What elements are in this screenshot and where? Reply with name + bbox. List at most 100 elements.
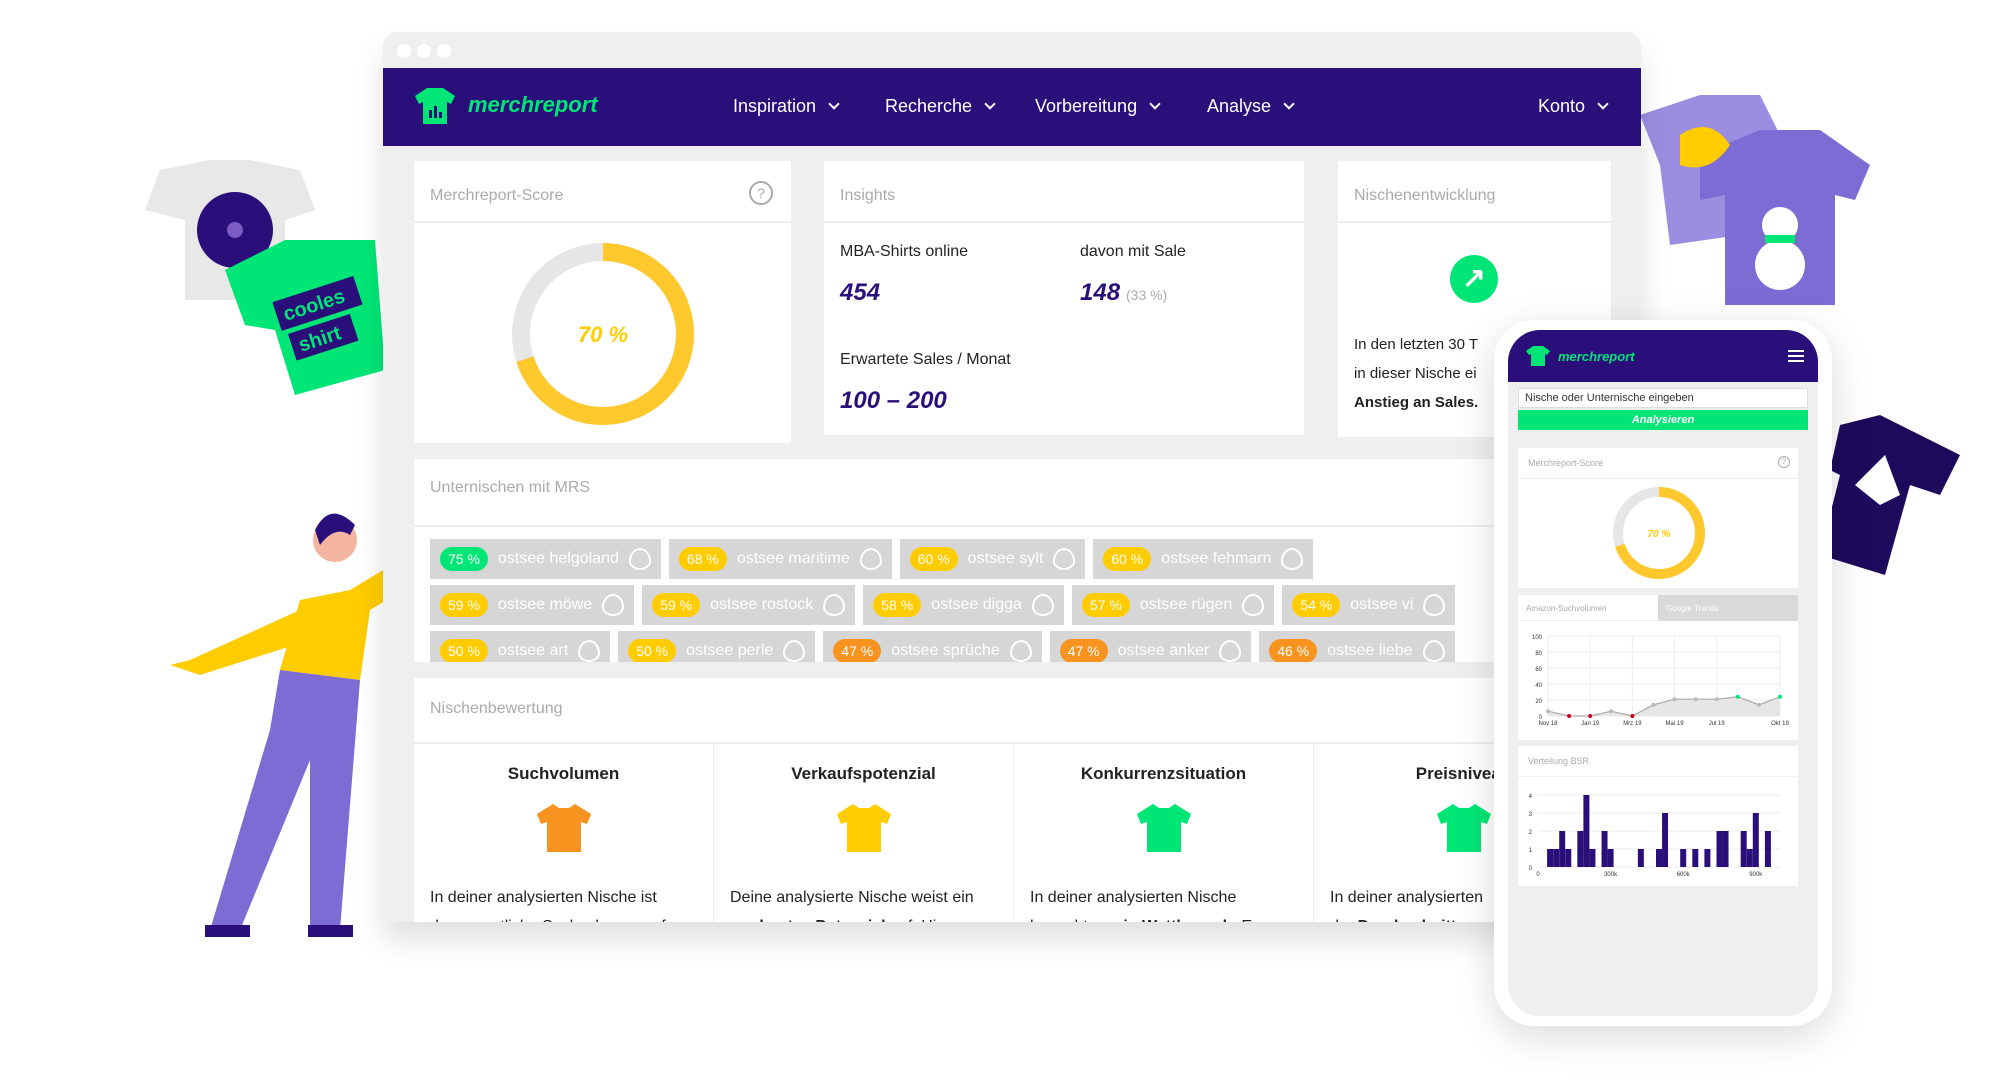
rating-text: In deiner analysierten (1330, 889, 1483, 906)
subniche-chip[interactable]: 60 % ostsee sylt (899, 539, 1086, 579)
shirt-icon (1436, 804, 1491, 852)
subniche-chip[interactable]: 58 % ostsee digga (863, 585, 1064, 625)
subniche-chip[interactable]: 60 % ostsee fehmarn (1093, 539, 1314, 579)
subniche-chip[interactable]: 54 % ostsee vi (1282, 585, 1456, 625)
analyze-button[interactable]: Analysieren (1518, 410, 1808, 430)
phone-brand[interactable]: merchreport (1558, 349, 1635, 364)
sale-label: davon mit Sale (1080, 243, 1186, 260)
help-icon[interactable]: ? (1778, 456, 1790, 468)
rating-text: In deiner analysierten Nische (1030, 889, 1237, 906)
mrs-score-badge: 50 % (628, 639, 677, 662)
bar (1547, 849, 1554, 867)
data-point (1588, 714, 1593, 718)
subniche-chip[interactable]: 50 % ostsee perle (618, 631, 816, 662)
nav-analyse[interactable]: Analyse (1207, 96, 1293, 117)
subniche-chip[interactable]: 68 % ostsee maritime (668, 539, 892, 579)
window-dot (397, 44, 411, 58)
rating-text: der (1330, 918, 1358, 922)
rating-text: . Es (1232, 918, 1260, 922)
bar (1716, 831, 1723, 867)
heart-icon[interactable] (578, 640, 601, 662)
shirts-online-value: 454 (840, 279, 881, 306)
data-point (1778, 694, 1782, 699)
mrs-score-badge: 60 % (909, 547, 958, 571)
y-tick-label: 60 (1535, 667, 1542, 673)
heart-icon[interactable] (1031, 594, 1054, 616)
bar (1692, 849, 1699, 867)
subniche-chip[interactable]: 59 % ostsee rostock (642, 585, 856, 625)
menu-icon[interactable] (1788, 350, 1804, 362)
subniche-name: ostsee fehmarn (1161, 550, 1272, 567)
heart-icon[interactable] (1281, 548, 1304, 570)
subniche-name: ostsee perle (686, 642, 774, 659)
mrs-score-badge: 54 % (1292, 593, 1341, 617)
subniche-chip[interactable]: 47 % ostsee sprüche (823, 631, 1042, 662)
nav-inspiration[interactable]: Inspiration (733, 96, 838, 117)
subniche-chip[interactable]: 57 % ostsee rügen (1071, 585, 1275, 625)
rating-card: Nischenbewertung Suchvolumen In deiner a… (414, 678, 1614, 922)
x-tick-label: Okt 19 (1771, 721, 1789, 727)
bar (1740, 831, 1747, 867)
y-tick-label: 80 (1535, 651, 1542, 657)
score-arc (1613, 487, 1705, 579)
subniche-name: ostsee digga (931, 596, 1022, 613)
subniche-chip[interactable]: 46 % ostsee liebe (1259, 631, 1455, 662)
heart-icon[interactable] (783, 640, 806, 662)
x-tick-label: 0 (1536, 872, 1540, 877)
bar (1565, 849, 1572, 867)
tab-google-trends[interactable]: Google Trends (1658, 595, 1798, 621)
nav-recherche[interactable]: Recherche (885, 96, 994, 117)
subniche-chip[interactable]: 47 % ostsee anker (1049, 631, 1252, 662)
mrs-score-badge: 50 % (440, 639, 488, 662)
bar (1577, 831, 1584, 867)
phone-search-input[interactable]: Nische oder Unternische eingeben (1518, 388, 1808, 408)
data-point (1546, 709, 1550, 714)
insights-title: Insights (824, 161, 1304, 223)
brand-logo[interactable]: merchreport (468, 92, 598, 117)
subniche-name: ostsee liebe (1327, 642, 1413, 659)
subniche-chip[interactable]: 59 % ostsee möwe (430, 585, 635, 625)
heart-icon[interactable] (602, 594, 625, 616)
bsr-title: Verteilung BSR (1518, 746, 1798, 777)
nav-konto[interactable]: Konto (1538, 96, 1607, 117)
phone-score-donut: 70 % (1613, 487, 1705, 579)
help-icon[interactable]: ? (749, 181, 773, 205)
area-fill (1548, 696, 1780, 716)
subniche-chip[interactable]: 75 % ostsee helgoland (430, 539, 661, 579)
subniche-chip[interactable]: 50 % ostsee art (430, 631, 611, 662)
heart-icon[interactable] (1053, 548, 1076, 570)
series-line (1547, 696, 1781, 717)
tab-amazon-search-volume[interactable]: Amazon-Suchvolumen (1518, 595, 1658, 621)
subniche-name: ostsee sylt (967, 550, 1044, 567)
data-point (1609, 709, 1614, 714)
bar (1662, 813, 1669, 867)
bar (1607, 849, 1614, 867)
nav-vorbereitung[interactable]: Vorbereitung (1035, 96, 1159, 117)
heart-icon[interactable] (823, 594, 846, 616)
data-point (1714, 697, 1719, 702)
x-tick-label: Jul 19 (1709, 721, 1726, 727)
heart-icon[interactable] (1423, 594, 1446, 616)
window-dot (417, 44, 431, 58)
shirt-icon (836, 804, 891, 852)
y-tick-label: 20 (1535, 699, 1542, 705)
y-tick-label: 40 (1535, 683, 1542, 689)
trend-text: Anstieg an Sales. (1354, 394, 1479, 411)
rating-heading: Konkurrenzsituation (1080, 764, 1247, 783)
bar (1553, 849, 1560, 867)
bar (1752, 813, 1759, 867)
shirts-online-label: MBA-Shirts online (840, 243, 969, 260)
bar (1589, 849, 1596, 867)
heart-icon[interactable] (1009, 640, 1032, 662)
heart-icon[interactable] (859, 548, 882, 570)
rating-title: Nischenbewertung (414, 678, 1614, 744)
heart-icon[interactable] (628, 548, 651, 570)
heart-icon[interactable] (1422, 640, 1445, 662)
y-tick-label: 100 (1532, 635, 1543, 641)
heart-icon[interactable] (1242, 594, 1265, 616)
browser-window: merchreport Inspiration Recherche Vorber… (383, 32, 1641, 922)
arrow-up-right-icon: ↗ (1450, 255, 1498, 303)
logo-shirt-icon (1526, 346, 1550, 366)
x-tick-label: Mrz 19 (1623, 721, 1642, 727)
heart-icon[interactable] (1219, 640, 1242, 662)
